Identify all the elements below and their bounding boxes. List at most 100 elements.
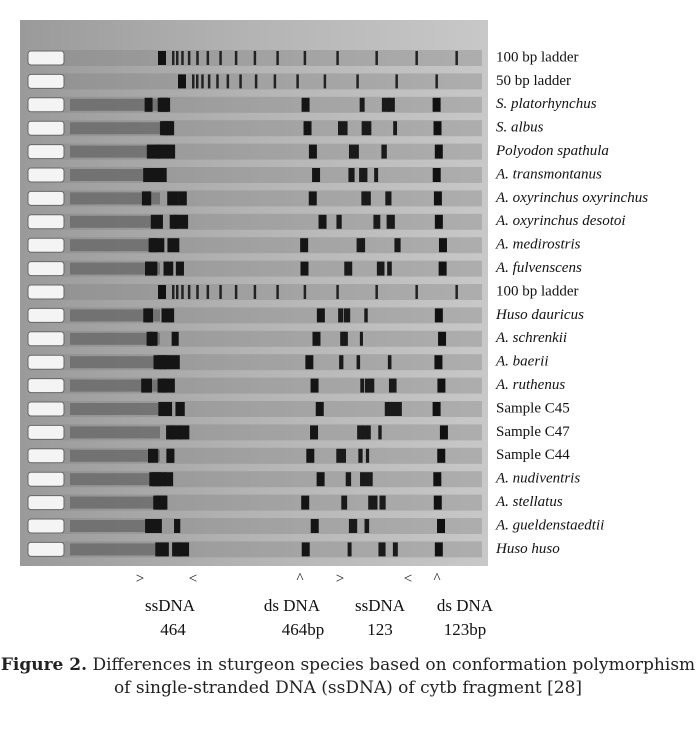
band xyxy=(365,379,374,393)
band xyxy=(175,402,184,416)
band xyxy=(169,355,180,369)
band xyxy=(366,449,369,463)
band xyxy=(302,98,310,112)
lane-label: S. platorhynchus xyxy=(496,96,597,112)
band xyxy=(145,262,157,276)
band xyxy=(348,168,354,182)
band xyxy=(304,285,307,299)
well xyxy=(28,74,64,88)
lane-label: Huso huso xyxy=(495,541,560,557)
lane-label: A. schrenkii xyxy=(495,330,567,346)
band xyxy=(393,121,397,135)
band xyxy=(361,191,366,205)
band xyxy=(141,379,152,393)
lane-label: A. stellatus xyxy=(495,494,563,510)
band xyxy=(163,262,173,276)
band xyxy=(158,98,168,112)
band xyxy=(317,472,325,486)
band xyxy=(70,497,160,509)
band xyxy=(208,74,211,88)
band xyxy=(70,543,160,555)
band xyxy=(254,285,257,299)
band xyxy=(375,51,378,65)
well xyxy=(28,425,64,439)
lane-label: A. ruthenus xyxy=(495,377,565,393)
band xyxy=(375,285,378,299)
column-label: ssDNA xyxy=(355,596,406,615)
band xyxy=(151,238,165,252)
well xyxy=(28,402,64,416)
lane-label: Sample C47 xyxy=(496,424,570,440)
band xyxy=(387,215,395,229)
band xyxy=(385,402,391,416)
band xyxy=(361,238,365,252)
band xyxy=(70,146,160,158)
band xyxy=(147,332,153,346)
band xyxy=(151,215,163,229)
band xyxy=(301,496,309,510)
column-label: ssDNA xyxy=(145,596,196,615)
well xyxy=(28,355,64,369)
band xyxy=(70,356,160,368)
band xyxy=(161,308,174,322)
band xyxy=(437,519,445,533)
band xyxy=(312,332,320,346)
well xyxy=(28,121,64,135)
well xyxy=(28,472,64,486)
band xyxy=(188,285,191,299)
band xyxy=(304,51,307,65)
band xyxy=(311,519,319,533)
band xyxy=(378,425,381,439)
band xyxy=(319,215,327,229)
band xyxy=(305,355,313,369)
band xyxy=(159,168,167,182)
band xyxy=(395,74,398,88)
band xyxy=(176,262,184,276)
band xyxy=(439,262,447,276)
lane-label: A. oxyrinchus desotoi xyxy=(495,213,626,229)
band xyxy=(382,98,390,112)
well xyxy=(28,51,64,65)
band xyxy=(70,403,160,415)
band xyxy=(433,402,441,416)
band xyxy=(341,496,347,510)
band xyxy=(276,51,279,65)
band xyxy=(174,519,180,533)
band xyxy=(362,121,372,135)
well xyxy=(28,542,64,556)
band xyxy=(172,285,175,299)
band xyxy=(176,51,179,65)
well xyxy=(28,98,64,112)
page: {"figure": { "lanes": [ {"label": "100 b… xyxy=(0,0,696,729)
band xyxy=(437,379,445,393)
band xyxy=(312,168,320,182)
band xyxy=(70,122,160,134)
band xyxy=(167,449,174,463)
band xyxy=(172,51,175,65)
band xyxy=(389,379,397,393)
band xyxy=(142,191,151,205)
band xyxy=(336,449,346,463)
band xyxy=(434,355,442,369)
band xyxy=(145,98,153,112)
band xyxy=(158,285,166,299)
band xyxy=(394,238,400,252)
band xyxy=(437,449,445,463)
column-marker: < xyxy=(404,571,412,587)
band xyxy=(342,332,348,346)
band xyxy=(378,542,385,556)
band xyxy=(357,355,361,369)
band xyxy=(324,74,327,88)
lane-label: Huso dauricus xyxy=(495,307,584,323)
band xyxy=(344,308,350,322)
band xyxy=(438,332,446,346)
band xyxy=(360,332,363,346)
band xyxy=(439,238,447,252)
band xyxy=(162,379,175,393)
lane-label: A. medirostris xyxy=(495,237,581,253)
band xyxy=(174,215,188,229)
band xyxy=(365,519,370,533)
